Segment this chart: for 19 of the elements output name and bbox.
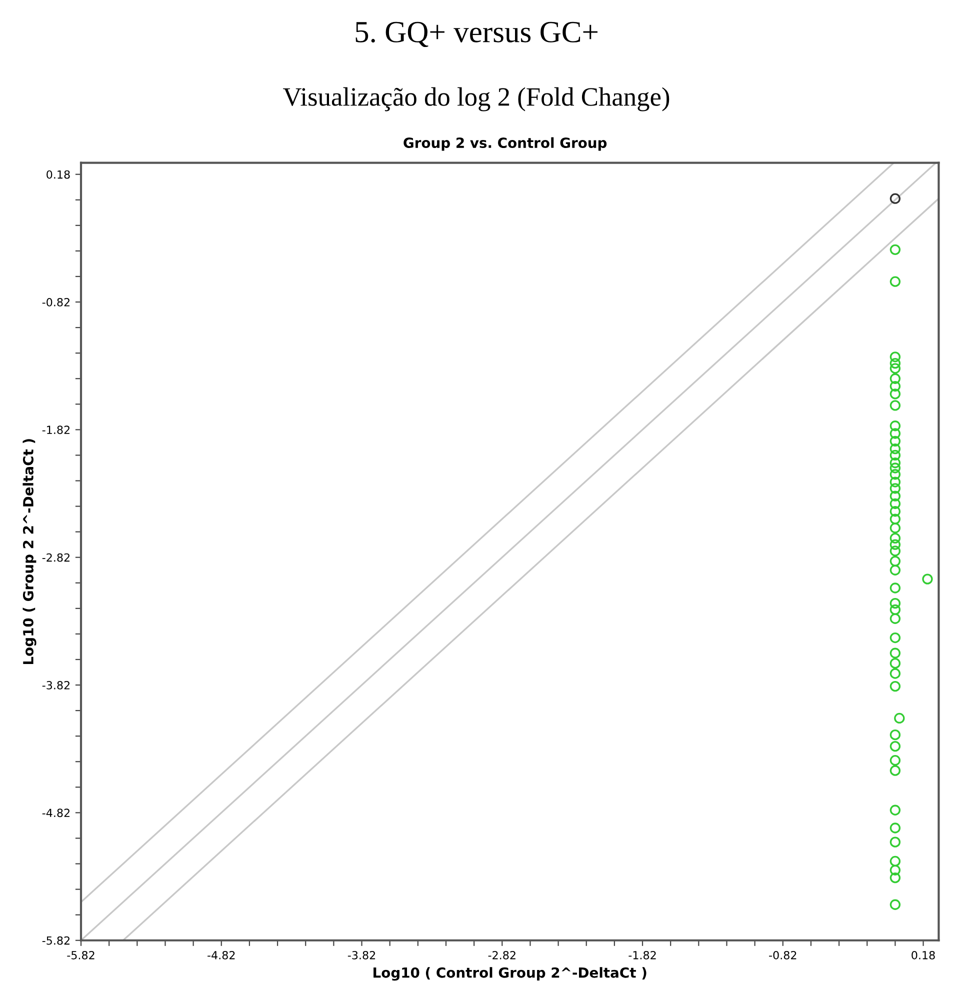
x-tick-label: 0.18: [912, 950, 935, 960]
x-tick-label: -5.82: [67, 950, 94, 960]
y-axis-title: Log10 ( Group 2 2^-DeltaCt ): [22, 439, 36, 664]
y-tick-label: 0.18: [46, 170, 70, 179]
y-tick-label: -4.82: [42, 808, 70, 818]
x-tick-label: -1.82: [628, 950, 656, 960]
x-tick-label: -4.82: [208, 950, 235, 960]
y-tick-label: -5.82: [42, 936, 70, 945]
x-tick-label: -2.82: [488, 950, 516, 960]
x-tick-label: -3.82: [348, 950, 376, 960]
text: Group 2 vs. Control Group: [404, 137, 607, 151]
x-tick-label: -0.82: [769, 950, 796, 960]
y-tick-label: -0.82: [42, 298, 70, 306]
y-tick-label: -1.82: [42, 426, 70, 434]
chart-title: 5. GQ+ versus GC+: [356, 22, 598, 48]
y-tick-label: -2.82: [42, 553, 70, 562]
y-tick-label: -3.82: [42, 681, 70, 690]
chart-subtitle: Visualização do log 2 (Fold Change): [283, 87, 670, 112]
x-axis-title: Log10 ( Control Group 2^-DeltaCt ): [374, 967, 646, 981]
